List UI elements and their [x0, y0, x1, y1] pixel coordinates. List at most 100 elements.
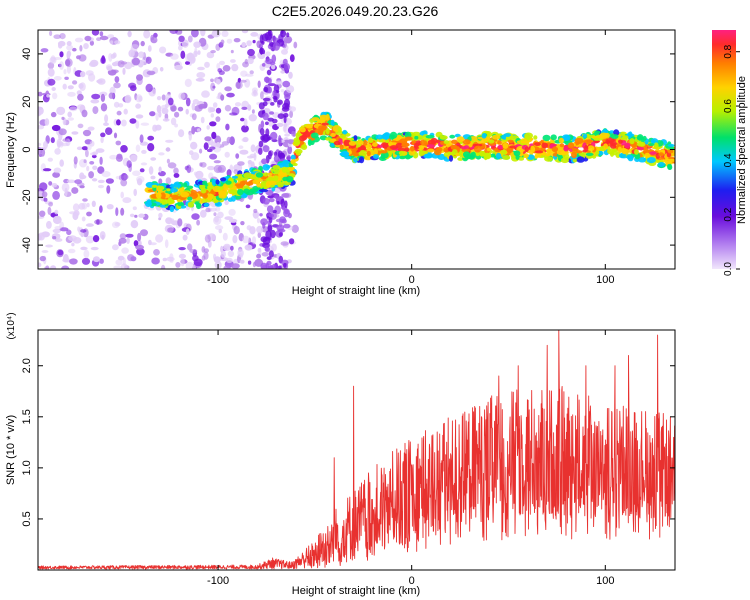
spectrogram-noise-mark [257, 248, 262, 253]
spectrogram-noise-mark [78, 83, 84, 89]
spectrogram-ridge-mark [268, 180, 275, 185]
spectrogram-noise-mark [47, 206, 52, 215]
spectrogram-noise-mark [268, 30, 272, 37]
spectrogram-noise-mark [64, 58, 73, 67]
spectrogram-ridge-mark [186, 185, 194, 189]
spectrogram-noise-mark [69, 106, 78, 112]
spectrogram-noise-mark [281, 218, 287, 224]
spectrogram-ridge-mark [171, 194, 180, 200]
spectrogram-ridge-mark [576, 156, 585, 163]
spectrogram-ridge-mark [182, 182, 188, 188]
spectrogram-noise-mark [249, 70, 254, 75]
spectrogram-noise-mark [91, 93, 101, 100]
spectrogram-ridge-mark [144, 200, 152, 207]
spectrogram-noise-mark [259, 127, 265, 136]
spectrogram-noise-mark [50, 137, 55, 144]
spectrogram-noise-mark [159, 46, 167, 54]
spectrogram-noise-mark [135, 103, 142, 109]
spectrogram-noise-mark [104, 114, 109, 123]
spectrogram-noise-mark [252, 39, 256, 44]
spectrogram-noise-mark [277, 99, 283, 105]
spectrogram-noise-mark [190, 141, 198, 150]
spectrogram-noise-mark [52, 215, 62, 225]
spectrogram-noise-mark [80, 229, 87, 233]
spectrogram-ridge-mark [618, 152, 627, 159]
spectrogram-noise-mark [233, 169, 239, 175]
spectrogram-ridge-mark [610, 144, 617, 149]
spectrogram-noise-mark [193, 171, 198, 176]
spectrogram-noise-mark [230, 245, 234, 251]
snr-y-axis-label: SNR (10 * v/v) [5, 415, 17, 485]
spectrogram-noise-mark [48, 202, 53, 207]
spectrogram-noise-mark [129, 118, 137, 124]
spectrogram-noise-mark [223, 243, 231, 249]
spectrogram-ridge-mark [225, 180, 232, 185]
spectrogram-noise-mark [265, 76, 269, 84]
spectrogram-noise-mark [262, 236, 271, 245]
spectrogram-ridge-mark [333, 140, 341, 146]
spectrogram-noise-mark [196, 219, 201, 226]
spectrogram-noise-mark [242, 235, 250, 244]
spectrogram-noise-mark [266, 69, 272, 76]
spectrogram-noise-mark [177, 218, 183, 227]
spectrogram-noise-mark [191, 113, 197, 121]
spectrogram-noise-mark [277, 265, 282, 269]
spectrogram-noise-mark [97, 78, 106, 85]
spectrogram-ridge-mark [352, 148, 357, 154]
spectrogram-noise-mark [260, 91, 264, 100]
spectrogram-ridge-mark [267, 172, 273, 176]
spectrogram-noise-mark [162, 118, 170, 122]
spectrogram-noise-mark [80, 71, 86, 78]
spectrogram-noise-mark [284, 200, 288, 208]
spectrogram-noise-mark [77, 93, 84, 101]
spectrogram-noise-mark [105, 127, 113, 135]
spectrogram-noise-mark [77, 226, 81, 232]
spectrogram-noise-mark [54, 209, 59, 215]
spectrogram-noise-mark [135, 114, 144, 119]
spectrogram-ridge-mark [495, 152, 502, 160]
spectrogram-noise-mark [203, 142, 209, 151]
spectrogram-noise-mark [265, 247, 269, 252]
spectrogram-ridge-mark [237, 189, 244, 196]
spectrogram-ridge-mark [373, 154, 379, 159]
spectrogram-noise-mark [62, 138, 69, 142]
spectrogram-noise-mark [73, 156, 78, 165]
spectrogram-ridge-mark [203, 202, 210, 207]
spectrogram-noise-mark [67, 85, 74, 90]
spectrogram-noise-mark [135, 120, 140, 129]
spectrogram-noise-mark [119, 233, 127, 240]
colorbar-tick-label: 0.2 [723, 207, 734, 221]
spectrogram-ridge-mark [281, 166, 287, 173]
spectrogram-ridge-mark [451, 139, 458, 144]
spectrogram-ridge-mark [362, 139, 368, 146]
spectrogram-noise-mark [130, 154, 138, 162]
spectrogram-noise-mark [201, 246, 206, 253]
spectrogram-noise-mark [197, 66, 205, 71]
spectrogram-ridge-mark [252, 179, 260, 185]
spectrogram-ridge-mark [544, 152, 551, 157]
spectrogram-noise-mark [247, 260, 252, 265]
spectrogram-noise-mark [282, 80, 291, 88]
spectrogram-noise-mark [89, 61, 98, 67]
spectrogram-noise-mark [187, 243, 193, 251]
spectrogram-noise-mark [278, 152, 285, 159]
snr-marks [38, 330, 675, 570]
spectrogram-ridge-mark [481, 133, 487, 139]
spectrogram-noise-mark [141, 149, 147, 154]
spectrogram-ridge-mark [401, 143, 409, 148]
spectrogram-noise-mark [128, 49, 135, 58]
figure-title: C2E5.2026.049.20.23.G26 [272, 3, 439, 19]
spectrogram-y-tick-label: -20 [21, 189, 33, 205]
spectrogram-noise-mark [250, 144, 256, 153]
spectrogram-ridge-mark [418, 149, 424, 157]
spectrogram-noise-mark [186, 164, 192, 174]
spectrogram-ridge-mark [325, 137, 332, 141]
spectrogram-noise-mark [282, 205, 286, 211]
spectrogram-ridge-mark [443, 140, 450, 145]
spectrogram-noise-mark [185, 228, 190, 235]
spectrogram-ridge-mark [520, 140, 530, 144]
spectrogram-noise-mark [266, 256, 272, 261]
spectrogram-noise-mark [209, 121, 217, 127]
spectrogram-noise-mark [261, 63, 266, 67]
spectrogram-noise-mark [100, 93, 106, 102]
